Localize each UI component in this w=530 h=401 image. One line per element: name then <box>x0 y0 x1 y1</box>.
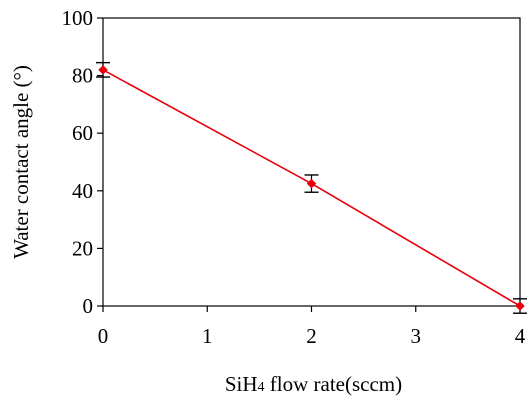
x-tick-label-1: 1 <box>202 324 213 348</box>
series-0 <box>96 61 527 314</box>
axis-labels: SiH4 flow rate(sccm) Water contact angle … <box>9 65 402 396</box>
data-point-2 <box>515 301 525 311</box>
x-tick-label-2: 2 <box>306 324 317 348</box>
axes: 0 20 40 60 80 100 0 1 2 3 4 <box>62 6 526 348</box>
y-tick-label-60: 60 <box>72 121 93 145</box>
y-tick-label-100: 100 <box>62 6 94 30</box>
data-point-0 <box>98 64 108 75</box>
y-tick-label-80: 80 <box>72 64 93 88</box>
y-axis-title: Water contact angle (°) <box>9 65 33 259</box>
plot-frame <box>102 17 521 307</box>
y-tick-label-20: 20 <box>72 236 93 260</box>
x-tick-label-0: 0 <box>98 324 109 348</box>
data-point-1 <box>306 178 317 189</box>
y-tick-label-40: 40 <box>72 179 93 203</box>
x-tick-label-3: 3 <box>411 324 422 348</box>
data-series <box>96 61 527 314</box>
x-tick-label-4: 4 <box>515 324 526 348</box>
plot-area <box>102 17 521 307</box>
y-tick-label-0: 0 <box>83 294 94 318</box>
x-axis-title: SiH4 flow rate(sccm) <box>225 372 402 396</box>
